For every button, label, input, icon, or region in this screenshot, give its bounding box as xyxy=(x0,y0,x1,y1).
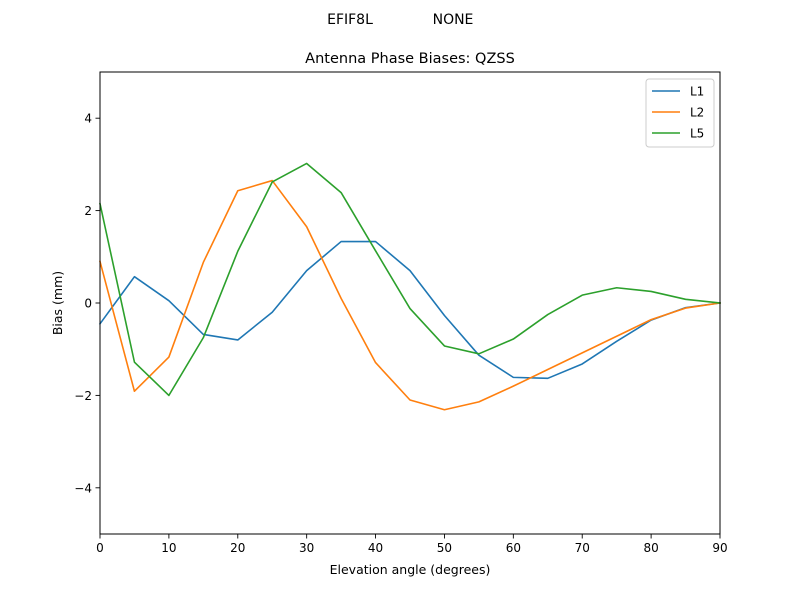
x-tick-label: 50 xyxy=(437,541,452,555)
legend-frame xyxy=(645,78,715,148)
x-axis-ticks: 0 10 20 30 40 50 60 70 80 90 xyxy=(96,534,728,555)
series-line-l1 xyxy=(98,240,721,380)
x-tick-label: 40 xyxy=(368,541,383,555)
plot-area xyxy=(100,72,720,534)
series-line-l2 xyxy=(99,179,721,411)
x-tick-label: 80 xyxy=(643,541,658,555)
y-axis-label: Bias (mm) xyxy=(50,271,65,335)
legend-label-l5: L5 xyxy=(690,127,704,141)
x-tick-label: 20 xyxy=(230,541,245,555)
y-tick-label: −4 xyxy=(74,481,92,495)
series-lines xyxy=(98,162,721,411)
y-axis-ticks: −4 −2 0 2 4 xyxy=(74,112,100,495)
x-tick-label: 60 xyxy=(506,541,521,555)
x-tick-label: 70 xyxy=(575,541,590,555)
legend-label-l1: L1 xyxy=(690,85,704,99)
chart-title: Antenna Phase Biases: QZSS xyxy=(305,51,515,67)
legend: L1 L2 L5 xyxy=(645,78,715,148)
series-line-l5 xyxy=(99,162,721,397)
y-tick-label: 2 xyxy=(84,204,92,218)
x-tick-label: 10 xyxy=(161,541,176,555)
suptitle-right: NONE xyxy=(433,12,474,28)
x-tick-label: 0 xyxy=(96,541,104,555)
x-tick-label: 90 xyxy=(712,541,727,555)
axes-frame xyxy=(99,71,721,535)
suptitle-left: EFIF8L xyxy=(327,12,373,28)
x-tick-label: 30 xyxy=(299,541,314,555)
y-tick-label: −2 xyxy=(74,389,92,403)
legend-label-l2: L2 xyxy=(690,106,704,120)
x-axis-label: Elevation angle (degrees) xyxy=(330,562,491,577)
y-tick-label: 0 xyxy=(84,297,92,311)
y-tick-label: 4 xyxy=(84,112,92,126)
